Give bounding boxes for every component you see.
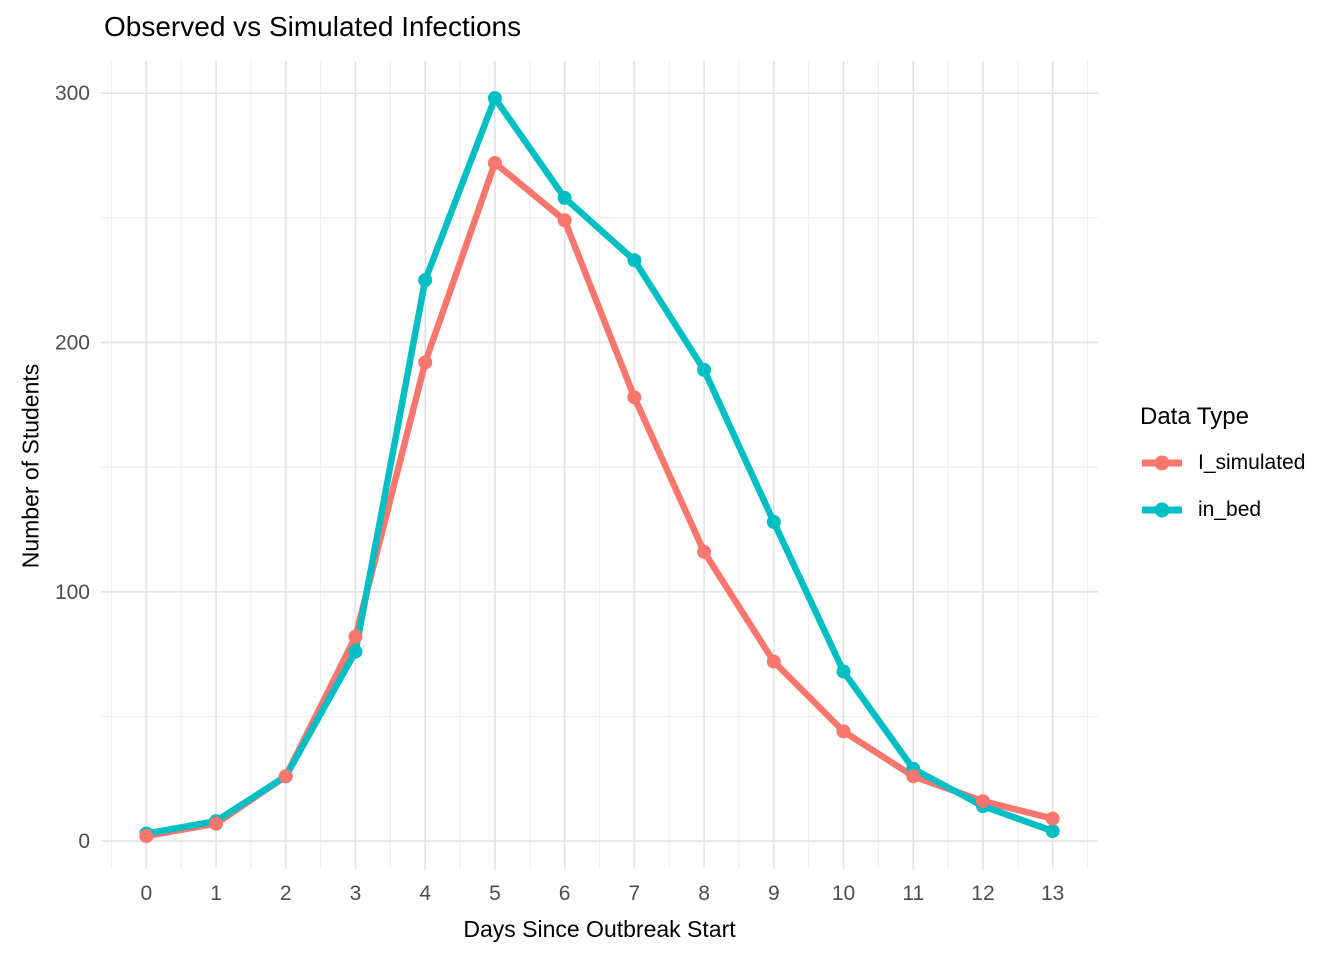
data-point-in_bed <box>487 91 502 106</box>
legend: Data Type I_simulated in_bed <box>1140 402 1305 525</box>
legend-item-in_bed: in_bed <box>1140 495 1305 525</box>
x-tick-label: 8 <box>698 882 710 905</box>
legend-key-icon <box>1142 455 1182 471</box>
y-tick-label: 0 <box>78 830 90 853</box>
data-point-I_simulated <box>418 355 433 370</box>
x-tick-label: 10 <box>832 882 855 905</box>
data-point-in_bed <box>627 253 642 268</box>
data-point-I_simulated <box>278 769 293 784</box>
x-tick-label: 11 <box>902 882 924 905</box>
data-point-I_simulated <box>209 816 224 831</box>
x-tick-label: 3 <box>350 882 362 905</box>
x-tick-label: 1 <box>210 882 222 905</box>
data-point-I_simulated <box>766 654 781 669</box>
data-point-I_simulated <box>836 724 851 739</box>
x-tick-label: 2 <box>280 882 292 905</box>
x-axis-title: Days Since Outbreak Start <box>463 916 736 942</box>
legend-label: in_bed <box>1198 498 1262 521</box>
data-point-in_bed <box>766 514 781 529</box>
legend-label: I_simulated <box>1198 451 1306 474</box>
data-point-I_simulated <box>487 155 502 170</box>
y-axis-title: Number of Students <box>17 363 44 569</box>
data-point-in_bed <box>557 190 572 205</box>
data-point-I_simulated <box>906 769 921 784</box>
data-point-in_bed <box>1045 824 1060 839</box>
x-tick-label: 4 <box>419 882 431 905</box>
y-tick-label: 100 <box>55 581 90 604</box>
y-tick-label: 200 <box>55 331 90 354</box>
data-point-I_simulated <box>975 794 990 809</box>
legend-item-I_simulated: I_simulated <box>1140 448 1305 478</box>
legend-key-icon <box>1142 502 1182 518</box>
data-point-in_bed <box>348 644 363 659</box>
x-tick-label: 12 <box>971 882 994 905</box>
data-point-I_simulated <box>627 390 642 405</box>
data-point-I_simulated <box>348 629 363 644</box>
x-tick-label: 6 <box>559 882 571 905</box>
x-tick-label: 13 <box>1041 882 1064 905</box>
x-tick-label: 0 <box>140 882 152 905</box>
series-line-in_bed <box>143 94 1056 837</box>
legend-items: I_simulated in_bed <box>1140 448 1305 525</box>
y-tick-label: 300 <box>55 82 90 105</box>
data-point-I_simulated <box>1045 811 1060 826</box>
x-tick-label: 7 <box>629 882 641 905</box>
data-point-in_bed <box>836 664 851 679</box>
data-point-in_bed <box>697 362 712 377</box>
x-tick-label: 5 <box>489 882 501 905</box>
x-tick-label: 9 <box>768 882 780 905</box>
data-point-in_bed <box>418 273 433 288</box>
data-point-I_simulated <box>557 213 572 228</box>
legend-title: Data Type <box>1140 403 1249 430</box>
data-point-I_simulated <box>697 544 712 559</box>
data-point-I_simulated <box>139 829 154 844</box>
chart-title: Observed vs Simulated Infections <box>104 11 522 42</box>
